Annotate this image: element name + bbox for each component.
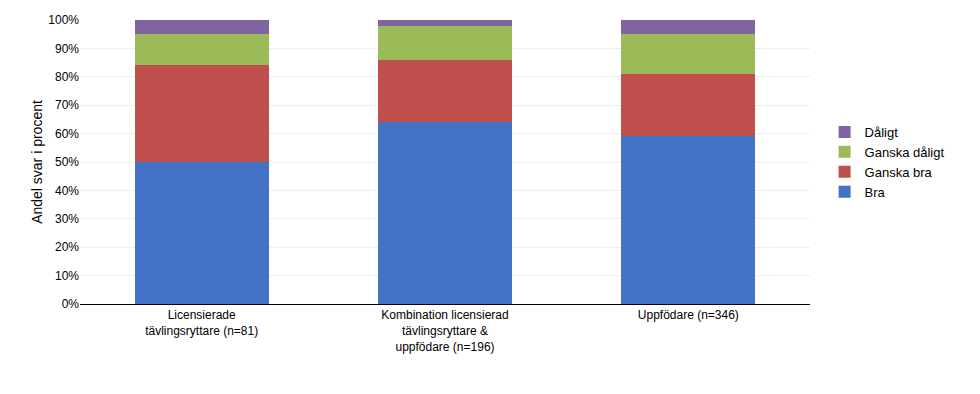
svg-text:40%: 40%	[55, 184, 79, 198]
svg-text:Andel svar i procent: Andel svar i procent	[29, 100, 45, 224]
svg-text:Ganska bra: Ganska bra	[865, 165, 933, 180]
svg-text:20%: 20%	[55, 240, 79, 254]
svg-text:70%: 70%	[55, 98, 79, 112]
svg-text:Ganska dåligt: Ganska dåligt	[865, 145, 945, 160]
svg-text:Bra: Bra	[865, 185, 886, 200]
svg-text:60%: 60%	[55, 127, 79, 141]
svg-text:Dåligt: Dåligt	[865, 125, 899, 140]
svg-text:100%: 100%	[48, 13, 79, 27]
svg-text:90%: 90%	[55, 42, 79, 56]
svg-text:30%: 30%	[55, 212, 79, 226]
svg-text:Licensieradetävlingsryttare (n: Licensieradetävlingsryttare (n=81)	[145, 308, 258, 338]
svg-text:80%: 80%	[55, 70, 79, 84]
svg-text:50%: 50%	[55, 155, 79, 169]
svg-text:10%: 10%	[55, 269, 79, 283]
svg-text:Uppfödare (n=346): Uppfödare (n=346)	[638, 308, 739, 322]
svg-text:Kombination licensieradtävling: Kombination licensieradtävlingsryttare &…	[381, 308, 508, 353]
svg-text:0%: 0%	[62, 297, 80, 311]
